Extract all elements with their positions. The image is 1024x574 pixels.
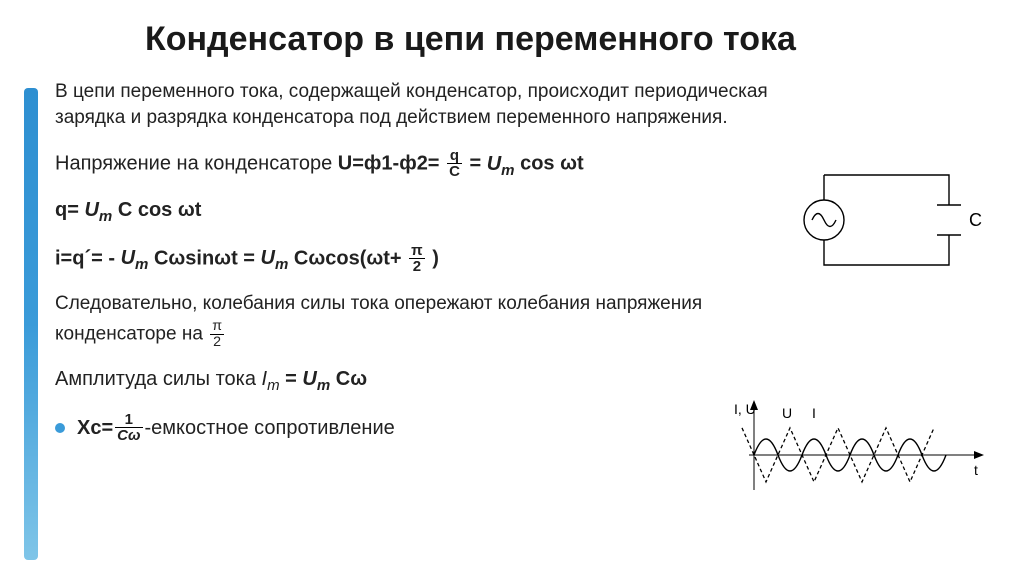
xc-fraction: 1 Cω: [115, 412, 142, 445]
i-eq-left: i=q´= -: [55, 247, 115, 269]
q-eq-right: C cos ωt: [118, 199, 202, 221]
i-eq-mid2: Cωcos(ωt+: [294, 247, 402, 269]
axis-label-t: t: [974, 462, 978, 478]
frac-den: C: [447, 164, 462, 181]
frac-num: π: [210, 319, 224, 334]
frac-num: 1: [115, 412, 142, 428]
frac-den: Cω: [115, 428, 142, 445]
pi-over-2-fraction-2: π 2: [210, 319, 224, 350]
axis-label-IU: I, U: [734, 401, 756, 417]
frac-den: 2: [210, 335, 224, 351]
slide-title: Конденсатор в цепи переменного тока: [145, 20, 1004, 59]
i-eq-right: ): [432, 247, 439, 269]
Im-symbol: Im: [262, 368, 280, 390]
waveform-graph: I, U U I t: [734, 400, 989, 500]
Um-symbol: Um: [487, 153, 515, 175]
u-eq-right: cos ωt: [520, 153, 584, 175]
i-eq-mid1: Cωsinωt =: [154, 247, 255, 269]
intro-paragraph: В цепи переменного тока, содержащей конд…: [55, 79, 775, 130]
curve-label-U: U: [782, 405, 792, 421]
q-eq-left: q=: [55, 199, 79, 221]
pi-over-2-fraction: π 2: [409, 243, 424, 276]
curve-label-I: I: [812, 405, 816, 421]
u-eq-mid: =: [469, 153, 481, 175]
amp-eq-right: Cω: [336, 368, 367, 390]
Um-symbol-2: Um: [84, 199, 112, 221]
amp-eq-mid: =: [285, 368, 302, 390]
q-over-c-fraction: q C: [447, 148, 462, 181]
Um-symbol-4: Um: [261, 247, 289, 269]
frac-num: q: [447, 148, 462, 164]
u-eq-left: U=ф1-ф2=: [338, 153, 440, 175]
amp-label: Амплитуда силы тока: [55, 368, 262, 390]
capacitor-label: C: [969, 210, 982, 230]
conclusion-line-1: Следовательно, колебания силы тока опере…: [55, 293, 1004, 315]
circuit-diagram: C: [799, 155, 989, 285]
Um-symbol-5: Um: [302, 368, 330, 390]
xc-left: Xc=: [77, 417, 113, 440]
voltage-label: Напряжение на конденсаторе: [55, 153, 338, 175]
xc-right: -емкостное сопротивление: [145, 417, 395, 440]
conclusion-2-text: конденсаторе на: [55, 324, 208, 345]
amplitude-equation: Амплитуда силы тока Im = Um Cω: [55, 368, 1004, 394]
accent-bar: [24, 88, 38, 560]
frac-num: π: [409, 243, 424, 259]
frac-den: 2: [409, 259, 424, 276]
bullet-dot-icon: [55, 423, 65, 433]
conclusion-line-2: конденсаторе на π 2: [55, 319, 1004, 350]
Um-symbol-3: Um: [121, 247, 149, 269]
